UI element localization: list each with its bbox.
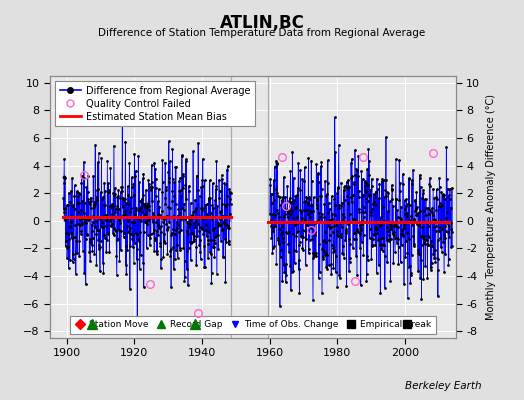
Text: Difference of Station Temperature Data from Regional Average: Difference of Station Temperature Data f… (99, 28, 425, 38)
Legend: Station Move, Record Gap, Time of Obs. Change, Empirical Break: Station Move, Record Gap, Time of Obs. C… (70, 316, 436, 334)
Y-axis label: Monthly Temperature Anomaly Difference (°C): Monthly Temperature Anomaly Difference (… (486, 94, 496, 320)
Text: ATLIN,BC: ATLIN,BC (220, 14, 304, 32)
Text: Berkeley Earth: Berkeley Earth (406, 381, 482, 391)
